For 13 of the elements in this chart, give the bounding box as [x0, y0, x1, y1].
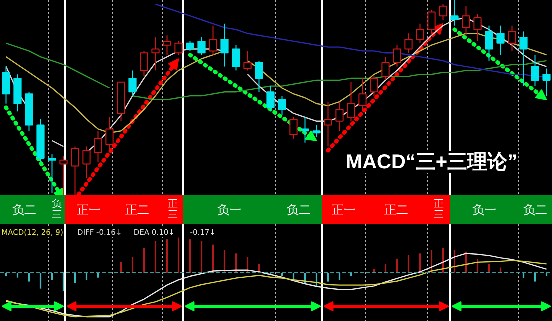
category-label: 负二	[287, 203, 311, 217]
annotation: MACD“三+三理论”	[346, 151, 518, 174]
category-label: 负二	[12, 203, 36, 217]
category-label: 正二	[384, 203, 408, 217]
category-label: 正一	[77, 203, 101, 217]
category-label: 正三	[168, 199, 178, 221]
category-label: 负三	[52, 198, 62, 221]
category-label: 负一	[472, 203, 496, 217]
category-label: 正一	[332, 203, 356, 217]
category-label: 正二	[126, 203, 150, 217]
category-label: 正三	[434, 199, 444, 221]
category-label: 负二	[524, 203, 548, 217]
category-label: 负一	[218, 203, 242, 217]
